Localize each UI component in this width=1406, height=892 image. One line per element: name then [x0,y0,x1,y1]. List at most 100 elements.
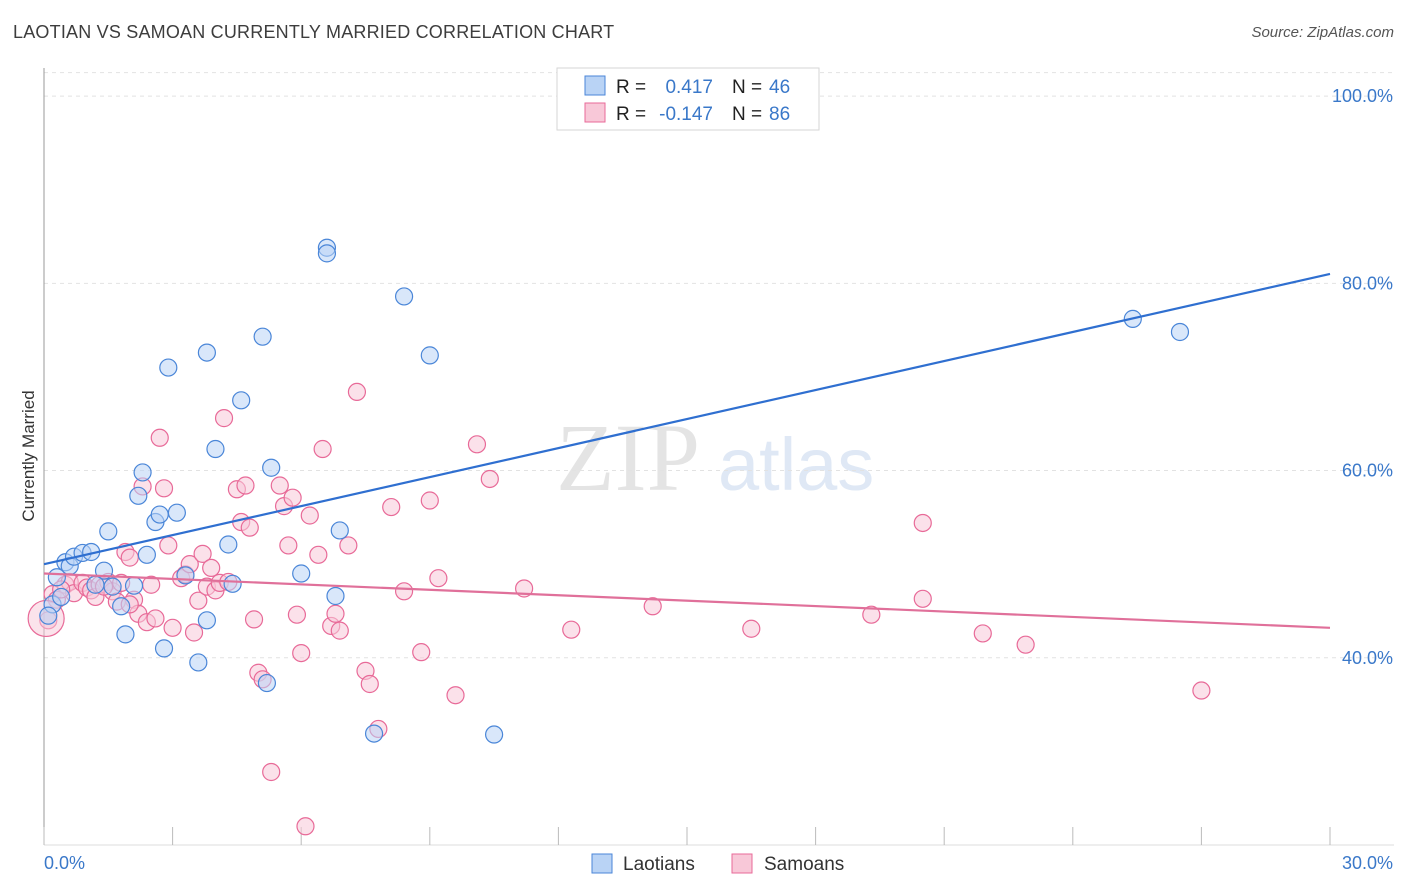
laotians-point [129,486,148,505]
samoans-point [467,435,487,454]
samoans-point [240,518,259,537]
samoans-point [189,591,208,610]
samoans-point [562,620,581,639]
samoans-point [202,558,221,578]
legend-r-value-samoans: -0.147 [659,104,713,125]
samoans-point [214,409,234,428]
samoans-point [420,491,439,510]
samoans-point [120,548,139,567]
watermark: ZIP atlas [556,404,874,511]
samoans-point [193,544,212,563]
samoans-point [1192,681,1211,700]
legend-r-label-samoans: R = [616,104,646,125]
y-tick-label: 80.0% [1342,273,1393,293]
laotians-point [133,463,152,482]
laotians-points [39,238,1190,744]
laotians-point [257,673,277,693]
samoans-point [150,428,169,447]
x-tick-label-min: 0.0% [44,853,85,873]
bottom-legend-swatch-laotians [591,853,613,874]
legend-n-label-laotians: N = [732,77,762,98]
samoans-point [262,762,281,782]
laotians-point [292,564,311,583]
laotians-point [39,606,58,625]
x-tick-label-max: 30.0% [1342,853,1393,873]
y-axis-tick-labels: 40.0% 60.0% 80.0% 100.0% [1332,86,1393,668]
laotians-point [112,597,131,616]
samoans-point [270,476,289,495]
samoans-point [326,604,345,623]
laotians-point [1170,322,1190,342]
laotians-point [154,639,174,658]
samoans-point [236,476,255,495]
laotians-point [253,327,272,346]
bottom-legend-label-laotians: Laotians [623,854,695,875]
samoans-point [330,621,349,640]
samoans-point [159,536,178,555]
laotians-point [197,343,216,362]
laotians-point [364,724,384,743]
samoans-point [313,439,332,459]
samoans-point [913,589,932,608]
samoans-point [163,618,182,637]
legend-n-value-samoans: 86 [769,104,790,125]
samoans-point [300,506,319,525]
laotians-point [330,521,349,540]
legend-n-value-laotians: 46 [769,77,790,98]
laotians-point [99,522,118,541]
laotians-trend-line [43,272,1331,566]
samoans-point [287,605,307,624]
laotians-point [86,575,105,594]
samoans-point [283,488,302,507]
samoans-point [339,536,358,555]
chart-title: LAOTIAN VS SAMOAN CURRENTLY MARRIED CORR… [13,22,615,42]
samoans-point [429,569,448,588]
x-axis-ticks [43,827,1331,845]
laotians-point [232,391,251,410]
laotians-point [150,505,169,524]
laotians-point [394,287,414,306]
samoans-point [742,619,761,638]
samoans-point [862,605,881,624]
samoans-point [412,643,431,662]
bottom-legend-swatch-samoans [731,853,753,874]
samoans-point [154,479,174,498]
legend-swatch-samoans [584,102,606,123]
source-label: Source: ZipAtlas.com [1251,24,1394,41]
samoans-point [296,817,315,836]
y-tick-label: 100.0% [1332,86,1393,106]
y-axis-label: Currently Married [19,390,38,521]
laotians-point [326,586,345,606]
legend-n-label-samoans: N = [732,104,762,125]
laotians-point [159,358,178,377]
y-tick-label: 40.0% [1342,648,1393,668]
samoans-point [643,597,662,616]
samoans-point [1016,635,1035,654]
correlation-legend: R = 0.417 N = 46 R = -0.147 N = 86 [556,67,820,131]
laotians-point [52,587,71,607]
samoans-trend-line [43,572,1331,629]
laotians-point [219,535,238,554]
laotians-point [176,566,195,585]
samoans-point [480,469,499,489]
samoans-point [184,623,204,642]
laotians-point [223,574,242,593]
samoans-point [394,582,414,601]
laotians-point [197,611,216,630]
legend-r-value-laotians: 0.417 [665,77,713,98]
samoans-point [973,624,992,643]
laotians-point [206,439,225,459]
legend-r-label-laotians: R = [616,77,646,98]
laotians-point [262,458,281,477]
laotians-point [317,244,337,263]
legend-swatch-laotians [584,75,606,96]
laotians-point [485,725,504,744]
gridlines [44,72,1394,659]
laotians-point [167,503,186,522]
samoans-point [347,382,367,402]
watermark-atlas: atlas [718,423,874,506]
laotians-point [116,625,135,644]
samoans-point [279,536,298,555]
y-tick-label: 60.0% [1342,461,1393,481]
